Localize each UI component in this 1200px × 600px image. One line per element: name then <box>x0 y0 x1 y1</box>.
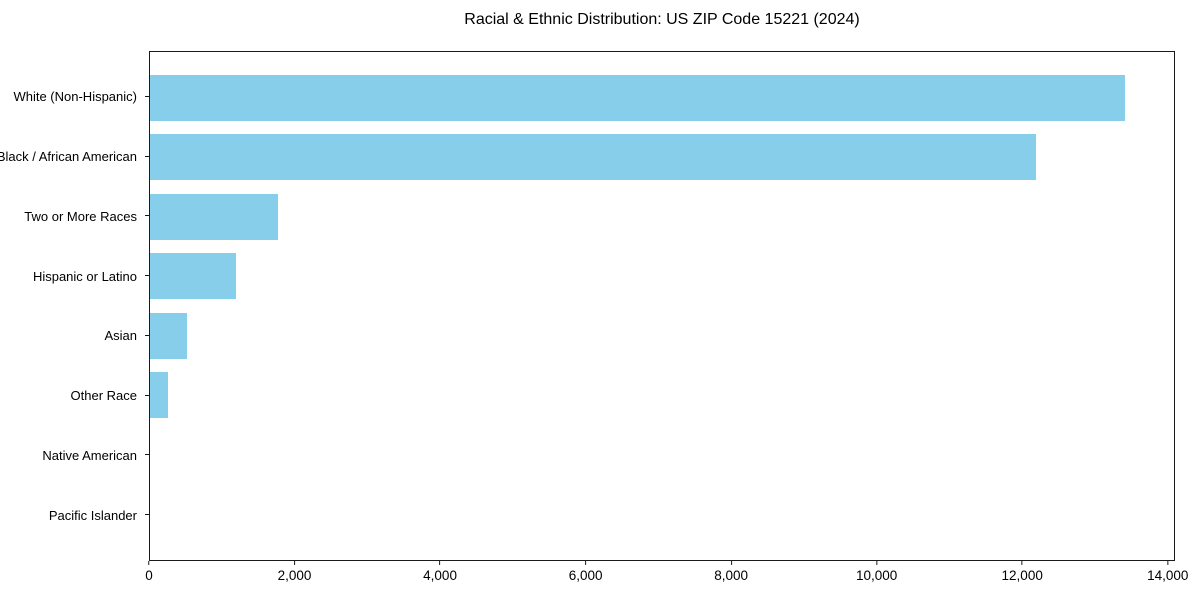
bar-row <box>150 128 1174 188</box>
bars-container <box>150 52 1174 560</box>
y-tick-mark <box>145 155 149 157</box>
y-tick-label: Pacific Islander <box>48 507 137 523</box>
x-tick-mark <box>876 561 878 565</box>
x-tick: 10,000 <box>856 561 897 583</box>
x-tick-label: 10,000 <box>856 568 898 583</box>
x-tick: 8,000 <box>714 561 748 583</box>
bar-asian <box>150 312 188 359</box>
plot-area <box>149 51 1175 561</box>
y-tick-row: Asian <box>0 306 149 366</box>
bar-row <box>150 247 1174 307</box>
y-tick-mark <box>145 215 149 217</box>
y-tick-label: Black / African American <box>0 149 137 165</box>
x-tick-mark <box>1021 561 1023 565</box>
y-tick-row: Other Race <box>0 366 149 426</box>
x-tick-mark <box>1167 561 1169 565</box>
bar-row <box>150 485 1174 545</box>
x-tick-mark <box>148 561 150 565</box>
y-tick-label: Native American <box>42 447 137 463</box>
x-tick-mark <box>585 561 587 565</box>
y-tick-row: White (Non-Hispanic) <box>0 67 149 127</box>
bar-row <box>150 425 1174 485</box>
x-tick: 12,000 <box>1002 561 1043 583</box>
bar-other-race <box>150 372 169 419</box>
x-axis: 0 2,000 4,000 6,000 8,000 10,000 12,000 14,000 <box>145 561 1188 591</box>
x-tick-mark <box>439 561 441 565</box>
x-tick: 0 <box>145 561 153 583</box>
y-tick-row: Native American <box>0 426 149 486</box>
x-tick: 4,000 <box>423 561 457 583</box>
x-tick-mark <box>294 561 296 565</box>
bar-row <box>150 306 1174 366</box>
y-tick-mark <box>145 394 149 396</box>
y-axis-labels: White (Non-Hispanic) Black / African Amer… <box>0 51 149 561</box>
bar-row <box>150 187 1174 247</box>
x-tick-label: 6,000 <box>568 568 603 583</box>
y-tick-mark <box>145 514 149 516</box>
chart-title: Racial & Ethnic Distribution: US ZIP Cod… <box>464 11 860 28</box>
bar-hispanic-or-latino <box>150 253 237 300</box>
bar-white-non-hispanic <box>150 74 1126 121</box>
y-tick-mark <box>145 454 149 456</box>
x-tick-label: 14,000 <box>1147 568 1189 583</box>
y-tick-label: Other Race <box>70 388 137 404</box>
bar-two-or-more-races <box>150 193 278 240</box>
x-tick-label: 12,000 <box>1001 568 1043 583</box>
y-tick-row: Black / African American <box>0 127 149 187</box>
y-tick-mark <box>145 95 149 97</box>
bar-row <box>150 366 1174 426</box>
x-tick: 6,000 <box>568 561 603 583</box>
x-tick: 14,000 <box>1147 561 1188 583</box>
x-tick-label: 2,000 <box>277 568 312 583</box>
y-tick-row: Hispanic or Latino <box>0 246 149 306</box>
x-tick: 2,000 <box>277 561 312 583</box>
x-tick-label: 8,000 <box>714 568 749 583</box>
y-tick-label: Two or More Races <box>24 208 137 224</box>
y-tick-mark <box>145 275 149 277</box>
y-tick-label: Asian <box>104 328 137 344</box>
bar-black-african-american <box>150 134 1036 181</box>
y-tick-row: Two or More Races <box>0 187 149 247</box>
x-tick-mark <box>730 561 732 565</box>
y-tick-row: Pacific Islander <box>0 485 149 545</box>
bar-row <box>150 68 1174 128</box>
x-tick-label: 4,000 <box>423 568 457 583</box>
x-tick-label: 0 <box>145 568 153 583</box>
y-tick-label: Hispanic or Latino <box>32 268 137 284</box>
y-tick-label: White (Non-Hispanic) <box>13 89 137 105</box>
y-tick-mark <box>145 334 149 336</box>
